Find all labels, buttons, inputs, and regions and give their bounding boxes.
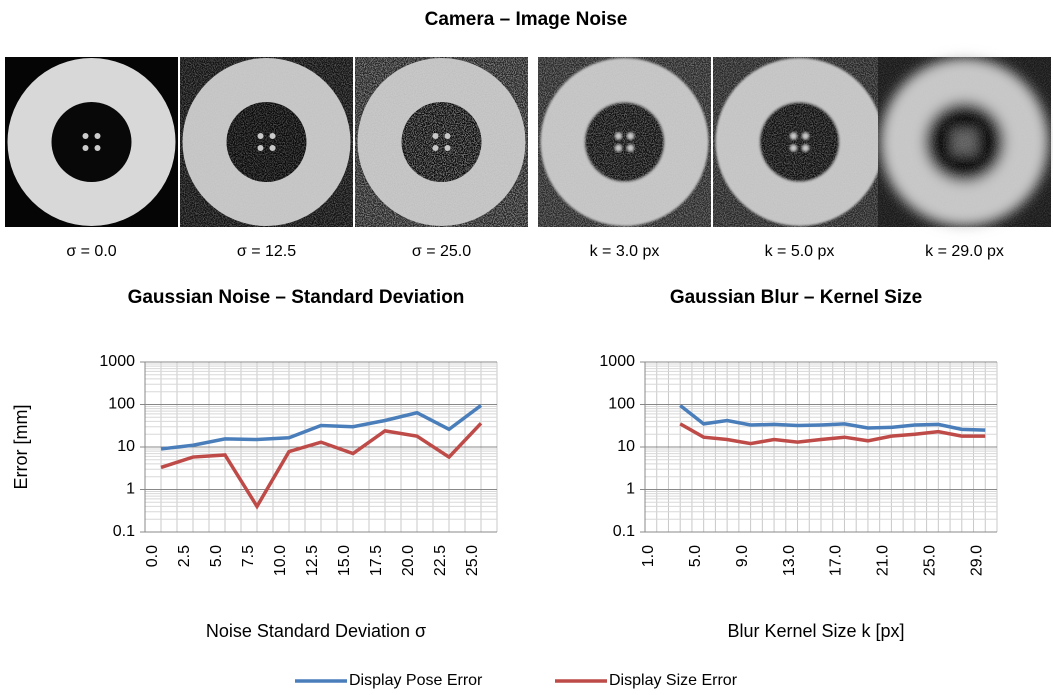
legend-label: Display Size Error — [609, 672, 738, 689]
target — [8, 58, 176, 226]
y-tick-label: 100 — [108, 396, 135, 413]
x-tick-label: 29.0 — [968, 545, 985, 576]
image-panel — [878, 57, 1051, 227]
x-tick-label: 25.0 — [922, 545, 939, 576]
image-label: k = 5.0 px — [765, 243, 835, 260]
x-tick-label: 9.0 — [734, 545, 751, 567]
x-axis-label: Noise Standard Deviation σ — [206, 621, 426, 641]
x-tick-label: 2.5 — [176, 545, 193, 567]
x-tick-label: 1.0 — [640, 545, 657, 567]
image-label: k = 29.0 px — [925, 243, 1004, 260]
x-tick-label: 21.0 — [875, 545, 892, 576]
figure-title: Camera – Image Noise — [425, 9, 628, 30]
x-tick-label: 5.0 — [687, 545, 704, 567]
x-tick-label: 17.0 — [828, 545, 845, 576]
image-label: σ = 12.5 — [237, 243, 296, 260]
dot — [83, 145, 89, 151]
image-panel — [713, 57, 886, 227]
x-tick-label: 22.5 — [432, 545, 449, 576]
y-tick-label: 1 — [126, 481, 135, 498]
y-axis-label: Error [mm] — [11, 405, 31, 490]
x-tick-label: 12.5 — [304, 545, 321, 576]
x-tick-label: 10.0 — [272, 545, 289, 576]
x-tick-label: 17.5 — [368, 545, 385, 576]
x-tick-label: 25.0 — [464, 545, 481, 576]
noise — [180, 57, 353, 227]
y-tick-label: 1000 — [599, 353, 635, 370]
y-tick-label: 100 — [608, 396, 635, 413]
dot — [83, 133, 89, 139]
figure: Camera – Image Noise σ = 0.0 σ = 12.5 σ = … — [0, 0, 1053, 695]
x-tick-label: 15.0 — [336, 545, 353, 576]
y-tick-label: 1 — [626, 481, 635, 498]
image-label: σ = 25.0 — [412, 243, 471, 260]
chart-title: Gaussian Blur – Kernel Size — [670, 287, 922, 308]
y-tick-label: 0.1 — [613, 523, 635, 540]
image-panel — [180, 57, 353, 227]
inner-hole — [52, 102, 132, 182]
y-tick-label: 0.1 — [113, 523, 135, 540]
noise — [538, 57, 711, 227]
dot — [95, 145, 101, 151]
image-label: k = 3.0 px — [590, 243, 660, 260]
y-tick-label: 10 — [617, 438, 635, 455]
image-panel — [538, 57, 711, 227]
noise — [713, 57, 886, 227]
x-tick-label: 13.0 — [781, 545, 798, 576]
x-tick-label: 5.0 — [208, 545, 225, 567]
image-panel — [5, 57, 178, 227]
chart-title: Gaussian Noise – Standard Deviation — [128, 287, 465, 308]
noise — [878, 57, 1051, 227]
y-tick-label: 10 — [117, 438, 135, 455]
x-tick-label: 0.0 — [144, 545, 161, 567]
image-label: σ = 0.0 — [66, 243, 116, 260]
image-panel — [355, 57, 528, 227]
y-tick-label: 1000 — [99, 353, 135, 370]
x-axis-label: Blur Kernel Size k [px] — [727, 621, 904, 641]
x-tick-label: 7.5 — [240, 545, 257, 567]
noise — [355, 57, 528, 227]
x-tick-label: 20.0 — [400, 545, 417, 576]
dot — [95, 133, 101, 139]
legend-label: Display Pose Error — [349, 672, 483, 689]
